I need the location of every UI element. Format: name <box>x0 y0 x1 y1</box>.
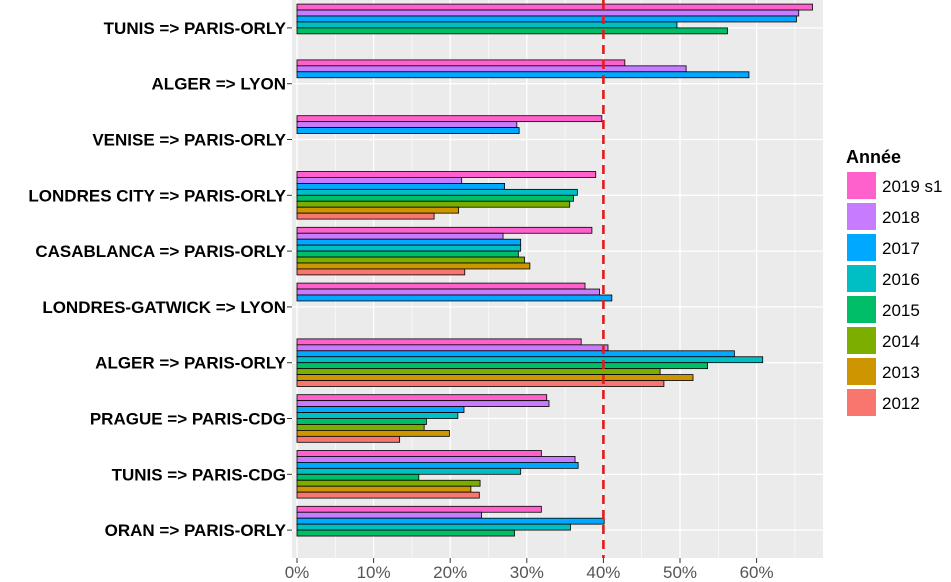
legend-swatch <box>847 203 876 230</box>
bar <box>296 3 813 11</box>
bar <box>296 177 463 184</box>
bar <box>296 368 661 375</box>
legend-swatch <box>847 172 876 199</box>
bar <box>296 456 576 463</box>
bar <box>296 394 548 402</box>
category-label: LONDRES CITY => PARIS-ORLY <box>28 186 286 205</box>
category-label: VENISE => PARIS-ORLY <box>92 131 286 150</box>
legend-swatch <box>847 296 876 323</box>
bar <box>296 121 518 129</box>
legend-label: 2018 <box>882 208 920 227</box>
bar <box>296 127 520 134</box>
bar <box>296 182 505 190</box>
bar <box>296 517 605 525</box>
bar <box>296 473 420 481</box>
bar <box>296 9 800 17</box>
bar <box>296 65 687 73</box>
bar <box>296 424 425 431</box>
bar <box>296 418 427 425</box>
legend-label: 2016 <box>882 270 920 289</box>
bar <box>296 362 708 370</box>
legend-title: Année <box>846 147 901 167</box>
bar <box>296 374 694 381</box>
legend-label: 2013 <box>882 363 920 382</box>
bar <box>296 250 519 258</box>
bar <box>296 256 525 264</box>
legend: Année 2019 s1 2018 2017 2016 2015 2014 2013 201… <box>846 147 943 416</box>
bar <box>296 27 728 35</box>
bar <box>296 491 480 499</box>
bar <box>296 412 459 419</box>
legend-swatch <box>847 327 876 354</box>
bar <box>296 71 750 79</box>
bar <box>296 15 797 23</box>
legend-swatch <box>847 265 876 292</box>
bar <box>296 21 678 29</box>
bar <box>296 338 582 346</box>
category-label: TUNIS => PARIS-CDG <box>112 465 286 484</box>
bar <box>296 450 542 457</box>
legend-label: 2015 <box>882 301 920 320</box>
category-labels: TUNIS => PARIS-ORLY ALGER => LYON VENISE =… <box>28 19 292 540</box>
category-label: ALGER => PARIS-ORLY <box>95 354 286 373</box>
bar <box>296 212 435 220</box>
legend-label: 2019 s1 <box>882 177 943 196</box>
bar <box>296 380 665 387</box>
bar <box>296 226 593 234</box>
legend-label: 2017 <box>882 239 920 258</box>
legend-label: 2014 <box>882 332 920 351</box>
bar <box>296 344 609 352</box>
x-tick-label: 0% <box>285 563 310 582</box>
bar <box>296 479 481 487</box>
category-label: ALGER => LYON <box>152 75 286 94</box>
bar <box>296 171 597 178</box>
x-axis-ticks: 0% 10% 20% 30% 40% 50% 60% <box>285 558 774 582</box>
bars <box>296 3 813 537</box>
legend-swatch <box>847 358 876 385</box>
bar <box>296 268 466 276</box>
bar <box>296 262 531 270</box>
bar <box>296 238 522 246</box>
bar <box>296 400 550 407</box>
x-tick-label: 20% <box>433 563 467 582</box>
bar <box>296 232 504 240</box>
bar <box>296 188 578 196</box>
bar <box>296 244 522 252</box>
bar <box>296 115 603 123</box>
category-label: TUNIS => PARIS-ORLY <box>104 19 287 38</box>
bar <box>296 288 600 296</box>
bar <box>296 282 586 290</box>
bar <box>296 505 542 513</box>
bar <box>296 529 515 537</box>
bar <box>296 511 483 519</box>
legend-swatch <box>847 389 876 416</box>
category-label: CASABLANCA => PARIS-ORLY <box>35 242 286 261</box>
x-tick-label: 60% <box>740 563 774 582</box>
category-label: PRAGUE => PARIS-CDG <box>90 410 286 429</box>
bar <box>296 485 472 493</box>
bar <box>296 294 613 302</box>
x-tick-label: 30% <box>510 563 544 582</box>
bar <box>296 435 401 443</box>
bar <box>296 467 522 475</box>
bar <box>296 461 579 469</box>
x-tick-label: 10% <box>357 563 391 582</box>
category-label: LONDRES-GATWICK => LYON <box>42 298 286 317</box>
x-tick-label: 50% <box>663 563 697 582</box>
bar <box>296 59 626 67</box>
bar <box>296 206 460 214</box>
bar <box>296 200 571 208</box>
bar <box>296 350 735 358</box>
bar <box>296 429 450 437</box>
legend-label: 2012 <box>882 394 920 413</box>
category-label: ORAN => PARIS-ORLY <box>105 521 287 540</box>
bar <box>296 406 465 413</box>
x-tick-label: 40% <box>586 563 620 582</box>
bar <box>296 523 571 531</box>
bar <box>296 356 764 364</box>
bar <box>296 194 574 202</box>
legend-swatch <box>847 234 876 261</box>
